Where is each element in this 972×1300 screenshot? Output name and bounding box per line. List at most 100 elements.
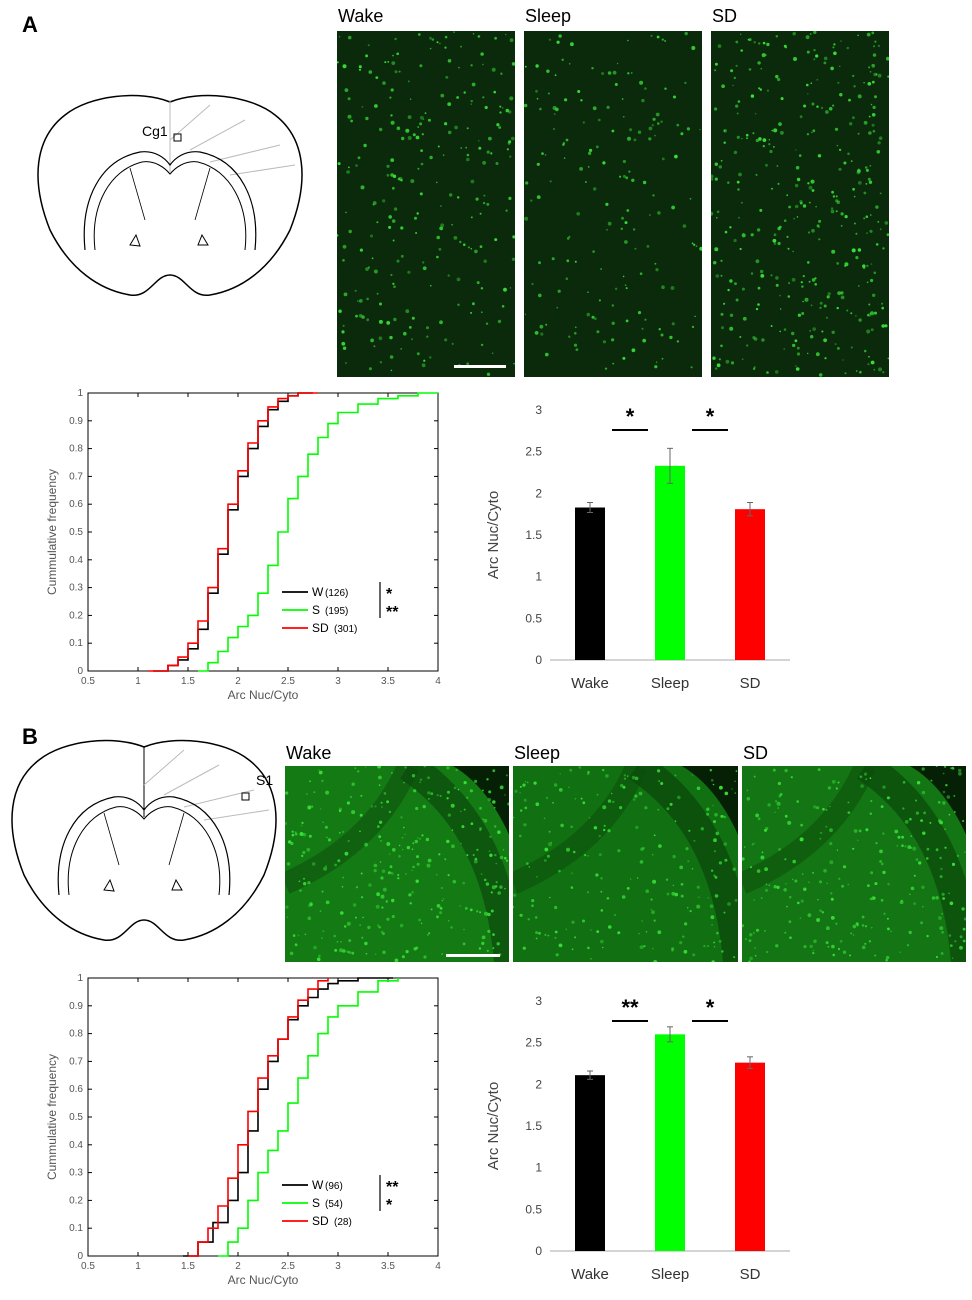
labeled-cell (645, 931, 648, 933)
labeled-cell (348, 229, 352, 234)
labeled-cell (850, 312, 853, 315)
labeled-cell (775, 276, 779, 280)
labeled-cell (901, 844, 904, 847)
labeled-cell (685, 847, 689, 851)
labeled-cell (491, 885, 496, 890)
labeled-cell (360, 896, 364, 899)
labeled-cell (836, 200, 841, 204)
labeled-cell (806, 83, 809, 87)
labeled-cell (407, 115, 412, 119)
labeled-cell (808, 280, 811, 283)
labeled-cell (497, 319, 502, 324)
significance-stars: * (386, 586, 393, 603)
labeled-cell (768, 139, 770, 141)
labeled-cell (815, 205, 817, 208)
labeled-cell (621, 216, 624, 220)
y-tick-label: 3 (535, 994, 542, 1008)
y-tick-label: 0.2 (69, 610, 83, 621)
labeled-cell (875, 205, 879, 209)
labeled-cell (920, 819, 923, 822)
labeled-cell (823, 869, 827, 873)
labeled-cell (622, 356, 626, 360)
labeled-cell (351, 782, 355, 786)
labeled-cell (871, 926, 873, 929)
labeled-cell (735, 104, 739, 108)
labeled-cell (840, 212, 844, 216)
labeled-cell (582, 919, 585, 923)
labeled-cell (948, 934, 952, 937)
labeled-cell (413, 789, 417, 793)
labeled-cell (622, 174, 626, 178)
labeled-cell (888, 796, 891, 800)
labeled-cell (820, 106, 824, 110)
labeled-cell (642, 846, 645, 850)
labeled-cell (714, 876, 718, 879)
labeled-cell (309, 780, 311, 783)
outside-tissue (910, 766, 966, 835)
labeled-cell (411, 891, 414, 894)
y-tick-label: 0.3 (69, 583, 83, 594)
labeled-cell (420, 162, 424, 166)
labeled-cell (758, 87, 761, 90)
labeled-cell (541, 152, 544, 155)
labeled-cell (768, 884, 770, 886)
labeled-cell (551, 257, 555, 261)
labeled-cell (287, 840, 292, 844)
labeled-cell (797, 313, 801, 317)
labeled-cell (775, 74, 779, 79)
labeled-cell (654, 262, 657, 265)
labeled-cell (951, 862, 956, 866)
labeled-cell (830, 897, 834, 901)
labeled-cell (304, 933, 307, 936)
labeled-cell (838, 167, 842, 171)
labeled-cell (959, 945, 963, 950)
labeled-cell (674, 820, 677, 822)
labeled-cell (691, 774, 694, 776)
labeled-cell (880, 805, 884, 808)
labeled-cell (819, 909, 822, 913)
labeled-cell (853, 829, 858, 833)
labeled-cell (401, 836, 404, 839)
labeled-cell (579, 167, 583, 171)
labeled-cell (639, 80, 644, 85)
labeled-cell (863, 81, 865, 84)
labeled-cell (535, 89, 538, 93)
labeled-cell (368, 367, 372, 371)
labeled-cell (819, 306, 822, 309)
labeled-cell (686, 127, 690, 131)
labeled-cell (365, 952, 368, 955)
labeled-cell (671, 205, 675, 210)
labeled-cell (400, 179, 403, 182)
labeled-cell (935, 955, 938, 959)
labeled-cell (778, 122, 782, 126)
labeled-cell (363, 143, 367, 148)
labeled-cell (348, 939, 352, 943)
labeled-cell (650, 34, 653, 37)
labeled-cell (550, 841, 552, 844)
labeled-cell (341, 886, 344, 888)
labeled-cell (818, 373, 823, 377)
labeled-cell (929, 821, 932, 824)
labeled-cell (337, 859, 341, 863)
labeled-cell (576, 212, 580, 216)
labeled-cell (466, 854, 469, 857)
labeled-cell (485, 882, 490, 886)
labeled-cell (602, 340, 606, 344)
labeled-cell (487, 912, 491, 917)
labeled-cell (825, 808, 828, 811)
labeled-cell (451, 829, 454, 831)
labeled-cell (508, 196, 512, 200)
labeled-cell (645, 889, 649, 893)
labeled-cell (748, 38, 752, 42)
labeled-cell (712, 356, 716, 360)
labeled-cell (871, 113, 876, 117)
labeled-cell (837, 291, 841, 295)
labeled-cell (802, 300, 804, 303)
labeled-cell (368, 70, 373, 74)
labeled-cell (299, 832, 304, 836)
labeled-cell (661, 157, 665, 161)
labeled-cell (641, 98, 645, 103)
labeled-cell (801, 873, 804, 875)
labeled-cell (524, 806, 528, 810)
